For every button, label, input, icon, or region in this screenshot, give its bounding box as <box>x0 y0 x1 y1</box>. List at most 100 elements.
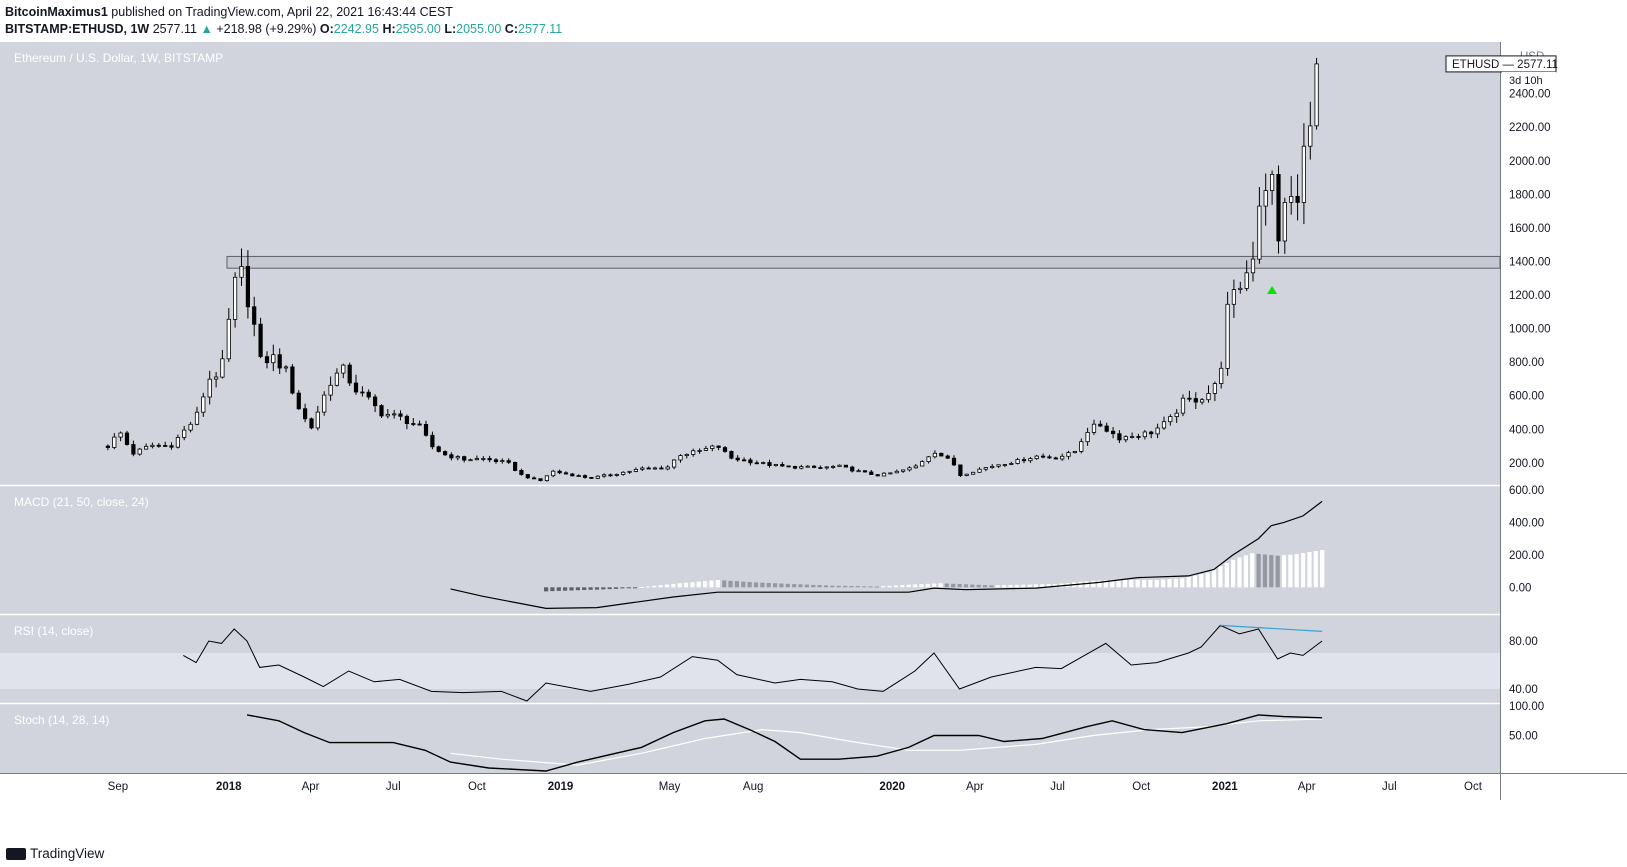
candle-up <box>888 472 893 475</box>
candle-up <box>1174 412 1179 418</box>
macd-histogram-bar <box>1091 580 1096 588</box>
candle-down <box>462 456 467 461</box>
time-axis-background <box>0 773 1500 800</box>
time-tick-label: Jul <box>386 781 401 793</box>
countdown-label: 3d 10h <box>1509 75 1543 87</box>
close-value: 2577.11 <box>518 22 563 36</box>
macd-histogram-bar <box>1040 584 1045 588</box>
candle-down <box>716 445 721 448</box>
chart-footer: TradingView <box>0 842 1627 867</box>
price-tick-label: 1200.00 <box>1509 290 1551 302</box>
stoch-tick-label: 100.00 <box>1509 701 1544 713</box>
macd-histogram-bar <box>690 582 695 588</box>
candle-up <box>194 411 200 425</box>
candle-up <box>761 462 766 464</box>
macd-histogram-bar <box>1262 554 1267 588</box>
macd-histogram-bar <box>1002 585 1007 588</box>
candle-up <box>1072 450 1077 453</box>
macd-histogram-bar <box>569 587 574 591</box>
macd-histogram-bar <box>836 585 841 588</box>
macd-tick-label: 600.00 <box>1509 485 1544 497</box>
macd-histogram-bar <box>1250 553 1255 588</box>
candle-up <box>239 265 244 278</box>
candle-up <box>652 467 658 470</box>
candle-down <box>557 470 562 474</box>
candle-up <box>595 475 600 479</box>
candle-down <box>792 465 798 469</box>
candle-down <box>582 475 588 478</box>
candle-up <box>1142 431 1147 438</box>
publish-info: published on TradingView.com, April 22, … <box>107 5 453 19</box>
last-price-box <box>1445 55 1557 73</box>
candle-down <box>958 464 963 476</box>
candle-up <box>1130 436 1135 438</box>
macd-histogram-bar <box>1033 584 1038 588</box>
macd-histogram-bar <box>613 587 619 589</box>
candle-down <box>131 444 136 455</box>
macd-histogram-bar <box>1110 580 1115 588</box>
candle-up <box>1301 145 1306 203</box>
macd-histogram-bar <box>1192 575 1198 588</box>
macd-histogram-bar <box>715 580 720 588</box>
macd-histogram-bar <box>982 585 988 588</box>
candle-down <box>506 460 511 463</box>
candle-up <box>831 465 836 468</box>
last-price-label: ETHUSD — 2577.11 <box>1452 59 1558 71</box>
macd-histogram-bar <box>785 583 790 588</box>
macd-histogram-bar <box>626 587 631 589</box>
macd-histogram <box>544 550 1325 592</box>
candle-down <box>570 473 575 477</box>
candle-down <box>1053 457 1058 460</box>
candle-up <box>1015 459 1020 464</box>
macd-histogram-bar <box>976 584 981 588</box>
candle-down <box>945 455 950 459</box>
candle-up <box>213 376 219 380</box>
macd-histogram-bar <box>1148 580 1153 588</box>
macd-histogram-bar <box>607 587 612 590</box>
candle-up <box>315 411 320 429</box>
author-name[interactable]: BitcoinMaximus1 <box>5 5 108 19</box>
price-axis-pane-2 <box>1500 486 1627 614</box>
candle-up <box>824 466 829 469</box>
macd-histogram-bar <box>1116 580 1121 588</box>
rsi-tick-label: 40.00 <box>1509 684 1538 696</box>
candle-up <box>805 465 810 468</box>
macd-histogram-bar <box>766 583 771 588</box>
stoch-pane-title: Stoch (14, 28, 14) <box>14 713 109 727</box>
candle-down <box>360 391 365 394</box>
macd-histogram-bar <box>1027 584 1032 588</box>
candle-up <box>201 396 206 413</box>
macd-histogram-bar <box>881 586 886 588</box>
candle-up <box>621 471 626 475</box>
candle-up <box>926 456 931 462</box>
candle-down <box>939 452 944 457</box>
time-tick-label: Oct <box>1132 781 1151 793</box>
candle-down <box>951 457 957 466</box>
last-price: 2577.11 <box>152 22 197 36</box>
macd-histogram-bar <box>1142 580 1147 588</box>
macd-histogram-bar <box>1014 584 1019 588</box>
macd-histogram-bar <box>900 585 905 588</box>
low-label: L: <box>444 22 457 36</box>
candle-up <box>1155 427 1160 435</box>
candle-up <box>881 472 887 477</box>
candle-down <box>519 469 524 475</box>
candle-down <box>513 461 518 471</box>
macd-histogram-bar <box>664 584 669 588</box>
candle-up <box>341 364 346 374</box>
macd-histogram-bar <box>944 583 949 588</box>
candle-up <box>207 378 212 398</box>
candle-down <box>169 445 174 448</box>
tradingview-logo[interactable]: TradingView <box>6 846 104 861</box>
macd-histogram-bar <box>760 582 765 588</box>
time-tick-label: 2021 <box>1212 781 1238 793</box>
macd-histogram-bar <box>671 583 676 588</box>
time-tick-label: Oct <box>1464 781 1483 793</box>
macd-histogram-bar <box>1021 584 1026 588</box>
chart-canvas[interactable]: Ethereum / U.S. Dollar, 1W, BITSTAMP 200.… <box>0 42 1627 842</box>
macd-histogram-bar <box>893 585 899 588</box>
candle-up <box>1263 190 1268 207</box>
candle-down <box>163 445 168 447</box>
candle-up <box>907 467 912 471</box>
candle-down <box>1021 459 1027 462</box>
